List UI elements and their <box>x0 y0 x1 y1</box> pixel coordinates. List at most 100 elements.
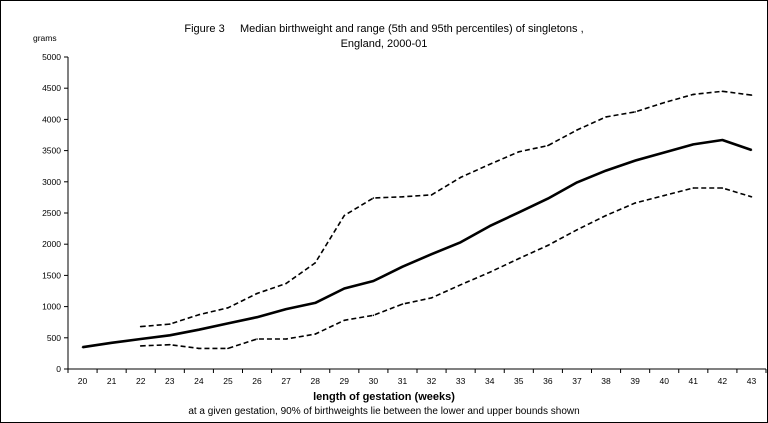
x-tick-label: 31 <box>398 376 408 386</box>
data-point <box>139 325 142 328</box>
x-tick-label: 29 <box>340 376 350 386</box>
data-point <box>227 322 229 325</box>
data-point <box>576 181 578 184</box>
data-point <box>401 303 404 305</box>
data-point <box>663 151 666 154</box>
data-point <box>692 93 695 96</box>
data-point <box>430 297 433 299</box>
data-point <box>605 214 607 217</box>
y-tick-label: 5000 <box>42 52 61 62</box>
y-tick-label: 4500 <box>42 83 61 93</box>
x-tick-label: 43 <box>747 376 757 386</box>
x-tick-label: 27 <box>281 376 291 386</box>
data-point <box>168 343 171 346</box>
data-point <box>198 313 200 316</box>
data-point <box>750 94 753 96</box>
data-point <box>459 241 462 244</box>
data-point <box>692 143 695 146</box>
x-tick-label: 41 <box>689 376 699 386</box>
data-point <box>401 265 404 268</box>
data-point <box>750 149 753 151</box>
x-tick-label: 36 <box>543 376 553 386</box>
data-point <box>285 282 287 285</box>
x-tick-label: 39 <box>630 376 640 386</box>
x-ticks: 20 21 22 23 24 25 26 27 28 29 30 31 32 33 34 35 36 37 38 39… <box>67 369 767 386</box>
x-tick-label: 34 <box>485 376 495 386</box>
dashed-series-line-2 <box>140 187 752 350</box>
data-point <box>488 225 491 227</box>
chart-title: Figure 3 Median birthweight and range (5… <box>184 23 584 35</box>
data-point <box>605 116 607 118</box>
data-point <box>430 253 433 255</box>
data-point <box>168 334 171 337</box>
data-point <box>314 262 317 264</box>
x-tick-label: 23 <box>165 376 175 386</box>
data-point <box>547 197 549 200</box>
data-point <box>227 347 229 350</box>
x-tick-label: 30 <box>369 376 379 386</box>
data-point <box>343 214 346 217</box>
x-tick-label: 37 <box>572 376 582 386</box>
data-point <box>110 341 113 344</box>
y-tick-label: 500 <box>47 333 61 343</box>
x-tick-label: 40 <box>659 376 669 386</box>
data-point <box>517 211 520 214</box>
data-point <box>198 328 200 331</box>
data-point <box>256 338 258 340</box>
data-point <box>81 346 84 348</box>
y-tick-label: 2500 <box>42 208 61 218</box>
y-tick-label: 2000 <box>42 239 61 249</box>
data-point <box>692 187 695 189</box>
y-tick-label: 1000 <box>42 302 61 312</box>
data-point <box>634 202 636 204</box>
y-tick-label: 3500 <box>42 146 61 156</box>
data-point <box>459 283 462 286</box>
data-point <box>372 314 375 317</box>
chart-footnote: at a given gestation, 90% of birthweight… <box>188 406 580 417</box>
chart-subtitle: England, 2000-01 <box>340 38 428 50</box>
data-point <box>198 347 200 350</box>
y-axis-label: grams <box>33 33 57 43</box>
data-point <box>139 345 142 347</box>
data-point <box>227 307 229 309</box>
data-point <box>488 271 491 274</box>
data-point <box>750 195 753 198</box>
data-point <box>547 244 549 247</box>
solid-series-line <box>82 138 752 349</box>
data-point <box>721 187 724 189</box>
data-point <box>343 319 346 322</box>
data-point <box>721 139 724 141</box>
data-point <box>372 197 375 199</box>
data-point <box>517 151 520 153</box>
data-point <box>547 144 549 147</box>
data-point <box>634 159 636 162</box>
data-point <box>401 195 404 198</box>
series-layer <box>81 90 753 350</box>
data-point <box>285 338 287 340</box>
x-tick-label: 26 <box>252 376 262 386</box>
x-tick-label: 38 <box>601 376 611 386</box>
data-point <box>168 323 171 325</box>
x-tick-label: 33 <box>456 376 466 386</box>
data-point <box>634 111 636 113</box>
x-tick-label: 42 <box>718 376 728 386</box>
data-point <box>663 101 666 104</box>
y-tick-label: 4000 <box>42 114 61 124</box>
data-point <box>576 229 578 231</box>
x-tick-label: 35 <box>514 376 524 386</box>
data-point <box>488 163 491 166</box>
data-point <box>459 176 462 179</box>
data-point <box>576 129 578 131</box>
data-point <box>314 333 317 335</box>
data-point <box>663 194 666 197</box>
x-tick-label: 28 <box>310 376 320 386</box>
data-point <box>139 338 142 340</box>
x-tick-label: 22 <box>136 376 146 386</box>
data-point <box>256 292 258 295</box>
data-point <box>605 169 607 172</box>
x-tick-label: 32 <box>427 376 437 386</box>
y-ticks: 0 500 1000 1500 2000 2500 3000 3500 4000 4500 5000 <box>42 52 68 374</box>
data-point <box>343 287 346 290</box>
y-tick-label: 1500 <box>42 270 61 280</box>
